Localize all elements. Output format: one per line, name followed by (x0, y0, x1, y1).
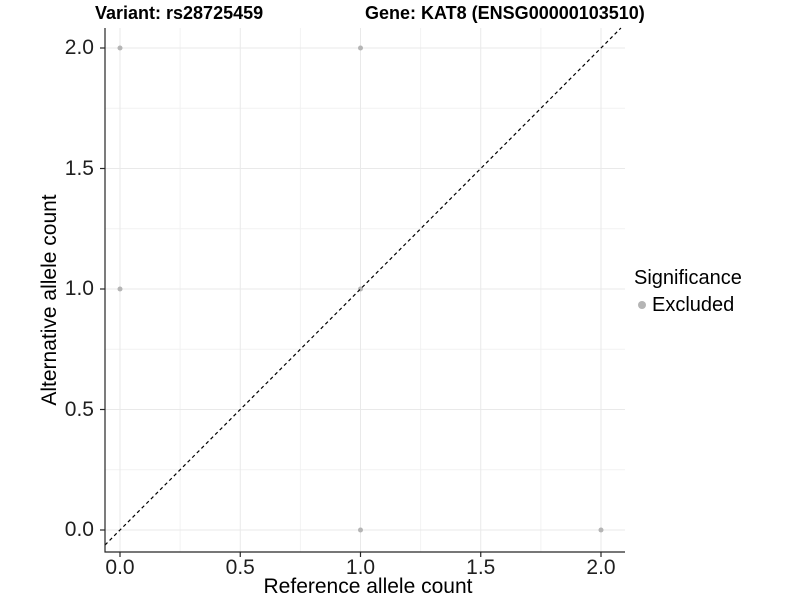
data-point (358, 45, 363, 51)
variant-title: Variant: rs28725459 (95, 3, 264, 23)
identity-dashed-line (104, 27, 622, 546)
x-tick-label: 1.0 (345, 556, 376, 579)
x-axis-title: Reference allele count (263, 575, 473, 598)
x-tick-label: 0.0 (105, 556, 135, 579)
x-tick-label: 0.5 (225, 556, 255, 579)
y-tick-label: 2.0 (64, 36, 94, 59)
excluded-point-icon (638, 301, 646, 309)
data-point (117, 286, 123, 292)
y-tick-label: 0.0 (64, 518, 94, 541)
y-tick-label: 1.5 (64, 156, 94, 180)
data-point (117, 45, 123, 51)
legend-item-excluded: Excluded (634, 294, 742, 316)
gene-title: Gene: KAT8 (ENSG00000103510) (365, 3, 645, 23)
y-axis-title: Alternative allele count (38, 194, 61, 406)
legend: Significance Excluded (634, 266, 742, 316)
y-tick-label: 0.5 (64, 397, 94, 421)
legend-item-label: Excluded (652, 294, 735, 316)
x-tick-label: 1.5 (466, 556, 496, 579)
data-point (598, 527, 604, 533)
legend-title: Significance (634, 267, 742, 289)
data-point (358, 527, 363, 533)
x-tick-label: 2.0 (586, 556, 616, 579)
y-tick-label: 1.0 (64, 277, 94, 300)
